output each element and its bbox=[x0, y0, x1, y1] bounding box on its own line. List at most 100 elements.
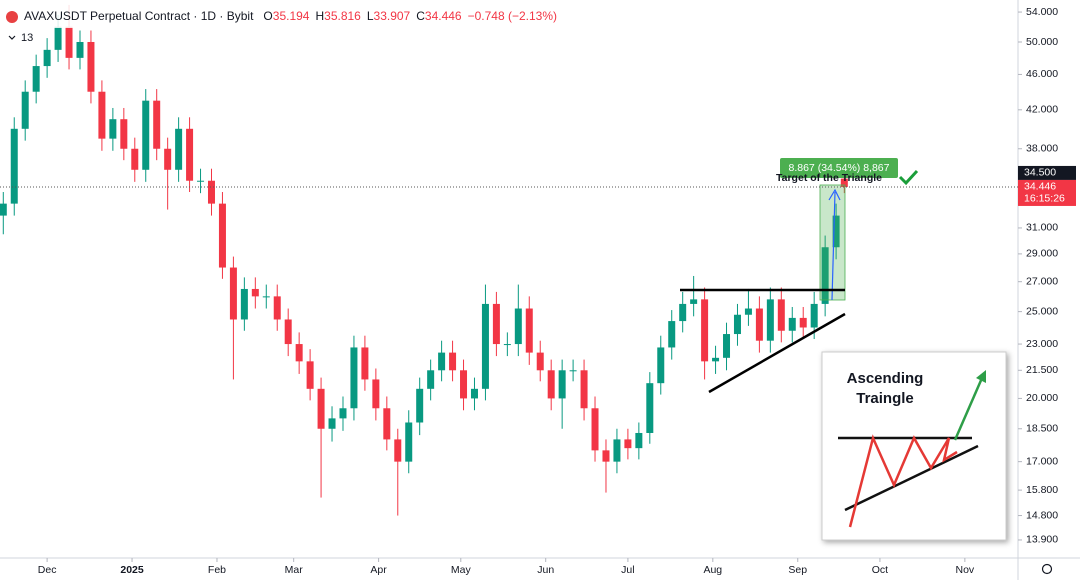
y-tick-label: 27.000 bbox=[1026, 275, 1058, 287]
ohlc-key: C bbox=[416, 9, 425, 23]
candle-body bbox=[569, 370, 577, 372]
y-tick-label: 14.800 bbox=[1026, 509, 1058, 521]
x-tick-label: Feb bbox=[208, 564, 226, 576]
ohlc-key: O bbox=[263, 9, 272, 23]
price-marker: 34.500 bbox=[1024, 167, 1056, 179]
indicator-count[interactable]: 13 bbox=[21, 32, 33, 44]
candle-body bbox=[240, 288, 248, 320]
y-tick-label: 17.000 bbox=[1026, 455, 1058, 467]
candle-body bbox=[218, 203, 226, 268]
candle-body bbox=[832, 215, 840, 248]
candle-body bbox=[350, 347, 358, 409]
ohlc-key: H bbox=[315, 9, 324, 23]
candle-body bbox=[668, 321, 676, 348]
candle-body bbox=[164, 148, 172, 170]
symbol-title: AVAXUSDT Perpetual Contract · 1D · Bybit bbox=[24, 9, 254, 23]
plot-area bbox=[0, 4, 848, 516]
y-tick-label: 25.000 bbox=[1026, 305, 1058, 317]
measure-label: 8.867 (34.54%) 8,867 bbox=[789, 162, 890, 174]
header-bg bbox=[0, 4, 580, 28]
candle-body bbox=[646, 383, 654, 433]
candle-body bbox=[339, 408, 347, 419]
collapse-icon[interactable] bbox=[8, 35, 16, 40]
candle-body bbox=[635, 432, 643, 449]
candle-body bbox=[733, 314, 741, 335]
candle-body bbox=[120, 119, 128, 149]
y-tick-label: 42.000 bbox=[1026, 104, 1058, 116]
ohlc-value: 35.816 bbox=[324, 9, 361, 23]
candle-body bbox=[175, 128, 183, 170]
countdown: 16:15:26 bbox=[1024, 193, 1065, 205]
candle-body bbox=[153, 100, 161, 149]
candle-body bbox=[602, 450, 610, 462]
y-tick-label: 50.000 bbox=[1026, 36, 1058, 48]
candle-body bbox=[503, 344, 511, 346]
candle-body bbox=[197, 180, 205, 182]
candle-body bbox=[712, 357, 720, 362]
candle-body bbox=[131, 148, 139, 170]
y-tick-label: 29.000 bbox=[1026, 248, 1058, 260]
candle-body bbox=[701, 299, 709, 362]
candle-body bbox=[207, 180, 215, 204]
candle-body bbox=[580, 370, 588, 409]
candle-body bbox=[427, 370, 435, 389]
candle-body bbox=[821, 247, 829, 304]
candle-body bbox=[460, 370, 468, 399]
y-tick-label: 15.800 bbox=[1026, 484, 1058, 496]
candle-body bbox=[777, 299, 785, 331]
candle-body bbox=[591, 408, 599, 451]
x-tick-label: Jun bbox=[537, 564, 554, 576]
ohlc-value: 35.194 bbox=[273, 9, 310, 23]
candle-body bbox=[142, 100, 150, 170]
candle-body bbox=[755, 308, 763, 341]
candle-body bbox=[186, 128, 194, 181]
y-tick-label: 54.000 bbox=[1026, 6, 1058, 18]
x-tick-label: Dec bbox=[38, 564, 57, 576]
inset-breakout bbox=[953, 377, 984, 441]
x-tick-label: Aug bbox=[703, 564, 722, 576]
candle-body bbox=[416, 388, 424, 423]
price-marker-bg bbox=[1018, 165, 1076, 180]
candle-body bbox=[514, 308, 522, 345]
x-tick-label: May bbox=[451, 564, 472, 576]
candle-body bbox=[788, 317, 796, 331]
support-line bbox=[708, 312, 846, 394]
candle-body bbox=[799, 317, 807, 328]
candle-body bbox=[394, 439, 402, 462]
candle-body bbox=[251, 288, 259, 297]
y-tick-label: 13.900 bbox=[1026, 534, 1058, 546]
candle-body bbox=[810, 303, 818, 328]
candle-body bbox=[690, 299, 698, 304]
candle-body bbox=[295, 344, 303, 362]
candle-body bbox=[21, 91, 29, 129]
candle-body bbox=[317, 388, 325, 429]
last-price-bg bbox=[1018, 179, 1076, 206]
candle-body bbox=[328, 418, 336, 429]
x-tick-label: Jul bbox=[621, 564, 634, 576]
x-tick-label: Mar bbox=[285, 564, 304, 576]
candle-body bbox=[361, 347, 369, 380]
candle-body bbox=[536, 352, 544, 371]
candle-body bbox=[481, 303, 489, 389]
header: AVAXUSDT Perpetual Contract · 1D · Bybit… bbox=[24, 9, 557, 23]
settings-icon[interactable] bbox=[1041, 563, 1053, 575]
candle-body bbox=[372, 379, 380, 409]
candle-body bbox=[284, 319, 292, 345]
ohlc-value: 34.446 bbox=[425, 9, 462, 23]
candle-body bbox=[383, 408, 391, 440]
inset: Ascending Traingle bbox=[821, 351, 1007, 541]
candle-body bbox=[98, 91, 106, 139]
candle-body bbox=[262, 296, 270, 298]
candle-body bbox=[744, 308, 752, 315]
ohlc-key: L bbox=[367, 9, 374, 23]
symbol-icon bbox=[6, 11, 18, 23]
last-price-label: 34.446 bbox=[1024, 181, 1056, 193]
candle-body bbox=[54, 26, 62, 50]
check-mark bbox=[898, 169, 919, 186]
y-tick-label: 31.000 bbox=[1026, 222, 1058, 234]
inset-support bbox=[844, 444, 979, 512]
candle-body bbox=[449, 352, 457, 371]
candle-body bbox=[470, 388, 478, 399]
candle-body bbox=[438, 352, 446, 371]
